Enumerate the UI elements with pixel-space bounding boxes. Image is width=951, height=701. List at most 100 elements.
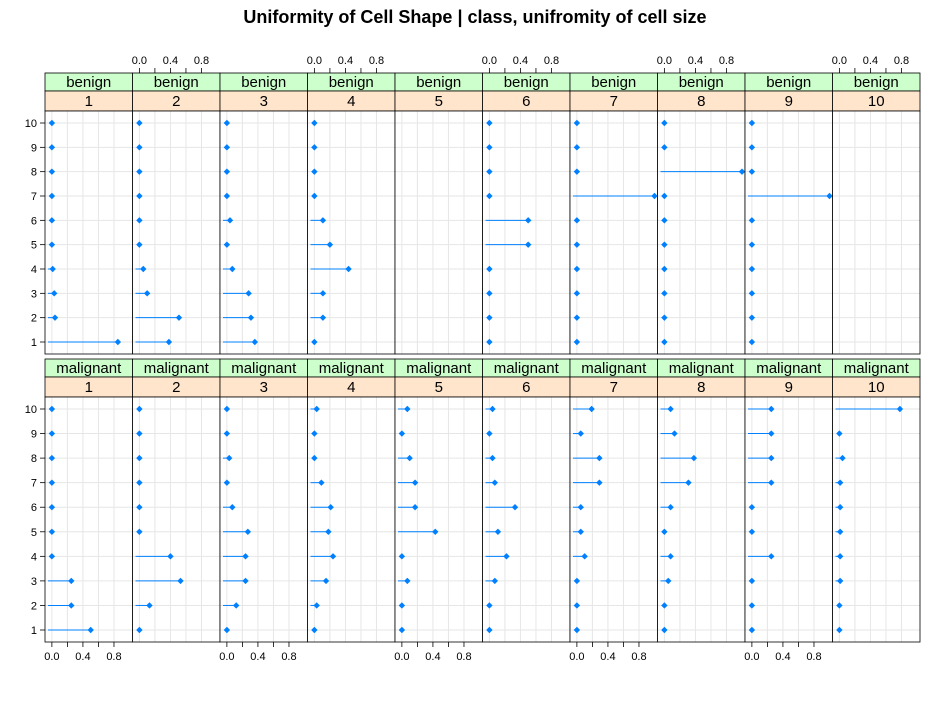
data-point	[661, 338, 668, 346]
data-point	[489, 405, 496, 413]
data-point	[748, 241, 756, 248]
panel-background	[745, 111, 833, 354]
data-point	[836, 626, 843, 634]
y-tick-label: 8	[31, 167, 37, 179]
data-point	[573, 265, 581, 273]
data-point	[398, 553, 406, 560]
panel-background	[570, 111, 658, 354]
data-point	[748, 119, 756, 127]
data-point	[223, 405, 231, 413]
data-point	[68, 577, 75, 585]
strip-class-label: malignant	[756, 360, 822, 377]
data-point	[588, 405, 595, 413]
y-tick-label: 7	[31, 478, 37, 490]
data-point	[411, 504, 419, 511]
data-point	[748, 265, 756, 273]
data-point	[486, 430, 493, 437]
data-point	[596, 479, 603, 486]
y-tick-label: 9	[31, 142, 37, 154]
data-point	[836, 504, 844, 511]
data-point	[768, 430, 775, 437]
data-point	[836, 479, 844, 486]
data-point	[489, 454, 496, 462]
data-point	[223, 192, 231, 200]
data-point	[49, 265, 56, 273]
data-point	[244, 528, 252, 535]
data-point	[511, 504, 519, 511]
data-point	[223, 430, 231, 437]
data-point	[671, 430, 678, 437]
panel-benign-5: benign 5	[394, 72, 483, 355]
panel-benign-3: benign 3	[219, 72, 308, 355]
data-point	[48, 119, 56, 127]
data-point	[432, 528, 439, 535]
data-point	[573, 626, 581, 634]
data-point	[665, 577, 672, 585]
x-tick-label: 0.8	[456, 651, 471, 663]
data-point	[329, 553, 337, 560]
data-point	[229, 504, 236, 511]
data-point	[48, 479, 56, 486]
data-point	[839, 454, 846, 462]
strip-size-label: 7	[610, 379, 618, 396]
panel-border	[832, 396, 921, 643]
x-tick-label: 0.0	[132, 55, 147, 67]
strip-class-label: malignant	[494, 360, 560, 377]
strip-size-label: 9	[785, 93, 793, 110]
data-point	[896, 405, 904, 413]
data-point	[51, 314, 59, 321]
data-point	[748, 338, 756, 346]
data-point	[573, 144, 581, 151]
data-point	[87, 626, 94, 634]
data-point	[524, 217, 532, 224]
data-point	[768, 553, 775, 560]
strip-size-label: 4	[347, 379, 355, 396]
data-point	[661, 241, 668, 248]
data-point	[318, 479, 325, 486]
strip-size-label: 8	[697, 93, 705, 110]
panel-background	[482, 397, 570, 642]
data-point	[319, 217, 327, 224]
strip-class-label: benign	[154, 74, 199, 91]
strip-class-label: benign	[241, 74, 286, 91]
data-point	[242, 577, 249, 585]
data-point	[661, 626, 668, 634]
data-point	[143, 290, 151, 297]
panel-malignant-9: malignant 9	[744, 358, 833, 643]
strip-size-label: 6	[522, 379, 530, 396]
panel-background	[745, 397, 833, 642]
data-point	[311, 454, 318, 462]
data-point	[311, 338, 318, 346]
data-point	[48, 430, 56, 437]
data-point	[486, 290, 493, 297]
data-point	[311, 119, 318, 127]
x-tick-label: 0.4	[863, 55, 878, 67]
data-point	[748, 577, 756, 585]
x-tick-label: 0.0	[307, 55, 322, 67]
data-point	[486, 119, 493, 127]
data-point	[748, 626, 756, 634]
data-point	[136, 626, 143, 634]
y-tick-label: 2	[31, 600, 37, 612]
data-point	[48, 553, 56, 560]
x-tick-label: 0.4	[250, 651, 265, 663]
y-tick-label: 1	[31, 337, 37, 349]
x-tick-label: 0.8	[194, 55, 209, 67]
strip-size-label: 8	[697, 379, 705, 396]
data-point	[661, 119, 668, 127]
data-point	[223, 119, 231, 127]
data-point	[311, 144, 318, 151]
panel-background	[482, 111, 570, 354]
x-tick-label: 0.8	[106, 651, 121, 663]
data-point	[486, 602, 493, 609]
data-point	[313, 405, 320, 413]
panel-malignant-10: malignant 10	[832, 358, 921, 643]
data-point	[226, 217, 234, 224]
panel-malignant-2: malignant 2	[132, 358, 221, 643]
data-point	[311, 168, 318, 175]
data-point	[573, 217, 581, 224]
data-point	[491, 479, 499, 486]
data-point	[48, 528, 56, 535]
y-tick-label: 7	[31, 191, 37, 203]
x-tick-label: 0.4	[513, 55, 528, 67]
